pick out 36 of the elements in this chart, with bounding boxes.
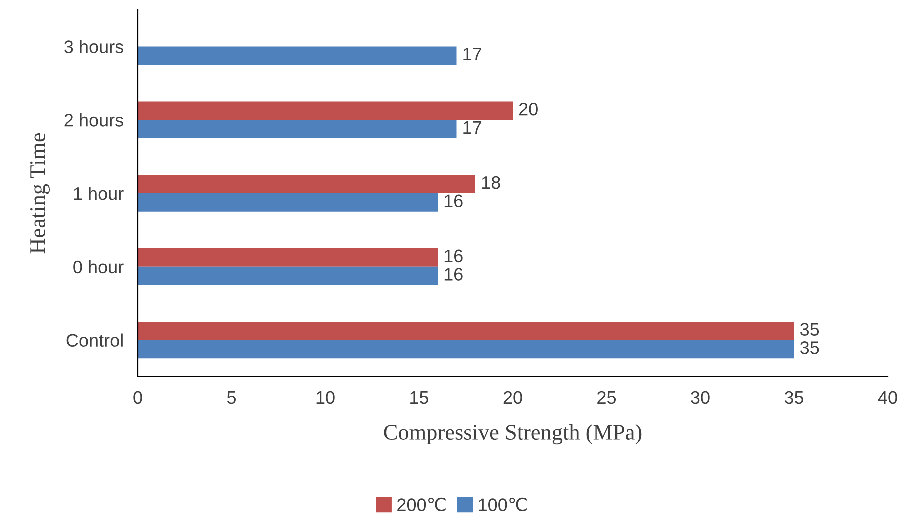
bar xyxy=(138,248,438,267)
bar xyxy=(138,120,457,138)
data-label: 17 xyxy=(464,48,482,61)
bar xyxy=(138,322,794,340)
y-tick-label: 3 hours xyxy=(64,40,124,54)
data-label: 18 xyxy=(482,176,500,190)
x-tick-label: 30 xyxy=(691,391,710,404)
bar xyxy=(138,194,438,212)
bar xyxy=(138,266,438,286)
x-tick-label: 15 xyxy=(410,392,429,404)
x-tick-label: 25 xyxy=(598,391,616,404)
bar xyxy=(138,46,457,66)
y-axis-title: Heating Time xyxy=(30,133,50,254)
x-axis-title: Compressive Strength (MPa) xyxy=(384,424,642,445)
bar xyxy=(138,175,476,194)
data-label: 16 xyxy=(444,194,463,208)
legend-label: 200℃ xyxy=(398,498,446,512)
data-label: 16 xyxy=(444,250,463,263)
legend-label: 100℃ xyxy=(479,498,527,512)
x-tick-label: 0 xyxy=(134,391,142,404)
data-label: 20 xyxy=(519,102,538,116)
bar xyxy=(138,340,794,359)
data-label: 17 xyxy=(464,122,482,134)
x-tick-label: 10 xyxy=(316,391,335,404)
x-tick-label: 40 xyxy=(878,391,898,404)
y-tick-label: Control xyxy=(66,334,123,348)
y-tick-label: 0 hour xyxy=(74,260,124,274)
y-tick-label: 2 hours xyxy=(64,114,124,127)
x-tick-label: 35 xyxy=(784,391,804,404)
data-label: 35 xyxy=(800,323,820,336)
data-label: 35 xyxy=(800,342,820,354)
data-label: 16 xyxy=(444,268,463,281)
x-tick-label: 20 xyxy=(504,391,522,404)
x-tick-label: 5 xyxy=(227,392,236,404)
y-tick-label: 1 hour xyxy=(74,186,124,200)
bar xyxy=(138,102,513,120)
